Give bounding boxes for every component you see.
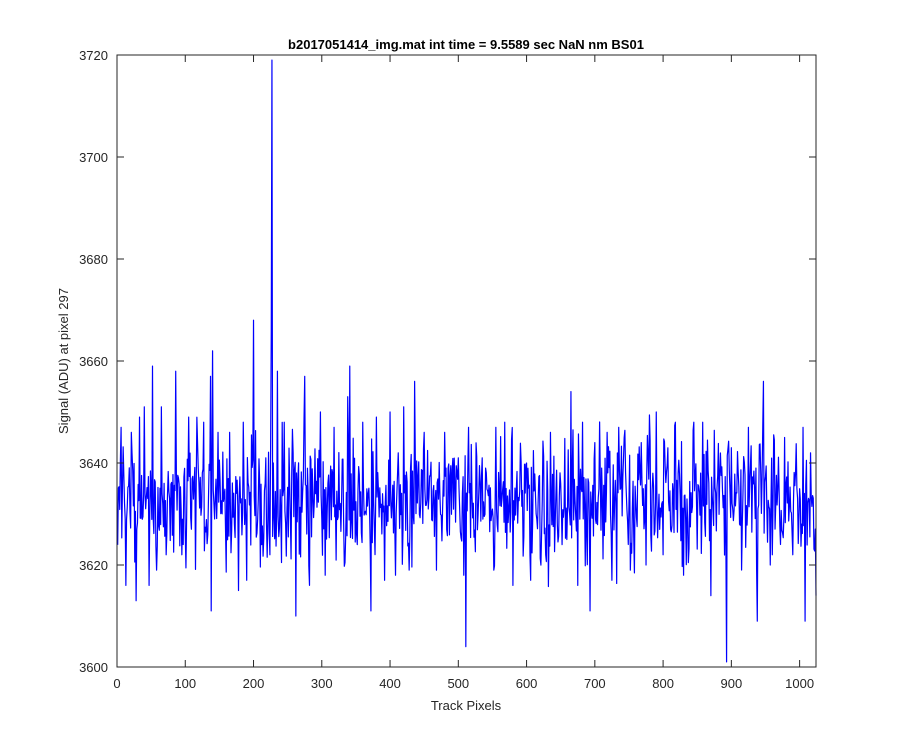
x-tick-label: 300 — [311, 676, 333, 691]
y-tick-label: 3720 — [79, 48, 108, 63]
y-tick-label: 3680 — [79, 252, 108, 267]
y-tick-label: 3620 — [79, 558, 108, 573]
series-line — [117, 59, 817, 663]
x-tick-label: 500 — [447, 676, 469, 691]
y-tick-label: 3600 — [79, 660, 108, 675]
x-tick-label: 1000 — [785, 676, 814, 691]
x-tick-label: 900 — [721, 676, 743, 691]
series-layer — [117, 59, 817, 663]
y-tick-label: 3640 — [79, 456, 108, 471]
x-tick-label: 200 — [243, 676, 265, 691]
y-axis: 3600 3620 3640 3660 3680 3700 3720 — [79, 48, 816, 675]
x-axis: 0 100 200 300 400 500 600 700 800 900 1000 — [113, 55, 814, 691]
x-tick-label: 600 — [516, 676, 538, 691]
x-tick-label: 700 — [584, 676, 606, 691]
x-tick-label: 800 — [652, 676, 674, 691]
x-tick-label: 0 — [113, 676, 120, 691]
y-tick-label: 3700 — [79, 150, 108, 165]
x-tick-label: 100 — [174, 676, 196, 691]
x-axis-label: Track Pixels — [431, 698, 502, 713]
chart-title: b2017051414_img.mat int time = 9.5589 se… — [288, 37, 644, 52]
x-tick-label: 400 — [379, 676, 401, 691]
y-tick-label: 3660 — [79, 354, 108, 369]
y-axis-label: Signal (ADU) at pixel 297 — [56, 288, 71, 434]
